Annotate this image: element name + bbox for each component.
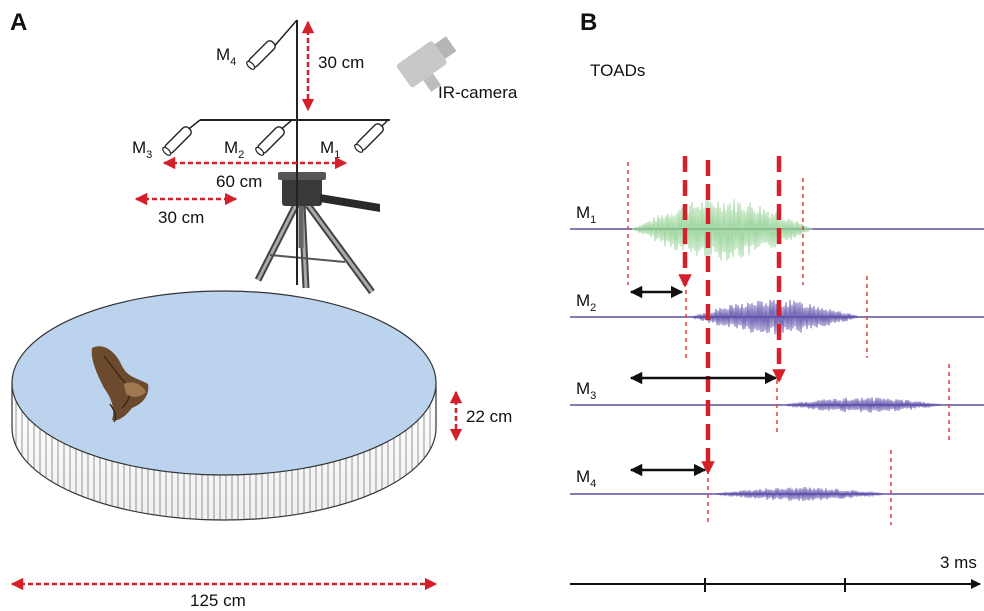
tripod	[254, 172, 380, 295]
waveform-m2	[689, 299, 861, 335]
channel-label-m2: M2	[576, 291, 596, 314]
panel-b-label: B	[580, 9, 597, 36]
channel-label-m3: M3	[576, 379, 596, 402]
microphone-m3-icon	[162, 126, 192, 156]
dim-label-array-width: 60 cm	[216, 172, 262, 191]
dim-label-mic-spacing: 30 cm	[158, 208, 204, 227]
mic-label-m4: M4	[216, 45, 236, 68]
microphone-m1-icon	[354, 123, 384, 153]
panel-b-title: TOADs	[590, 61, 645, 80]
mic-label-m2: M2	[224, 138, 244, 161]
panel-b: B TOADs M1 M2 M3 M4	[570, 9, 984, 592]
mic-label-m1: M1	[320, 138, 340, 161]
channel-label-m1: M1	[576, 203, 596, 226]
waveform-m4	[711, 487, 889, 502]
mic-label-m3: M3	[132, 138, 152, 161]
panel-a: A	[10, 9, 518, 610]
waveform-m3	[781, 397, 945, 413]
microphone-m2-icon	[255, 126, 285, 156]
arena-wall-ribs	[15, 400, 431, 520]
waveform-m1	[631, 198, 813, 261]
microphone-m4-icon	[246, 40, 276, 70]
dim-label-vertical-mic: 30 cm	[318, 53, 364, 72]
channel-label-m4: M4	[576, 467, 596, 490]
dim-label-arena-diameter: 125 cm	[190, 591, 246, 610]
ir-camera-label: IR-camera	[438, 83, 518, 102]
arena-floor	[11, 290, 437, 476]
time-scale-label: 3 ms	[940, 553, 977, 572]
arena	[11, 290, 437, 521]
signal-window-markers	[627, 162, 950, 525]
panel-a-label: A	[10, 9, 27, 36]
bat-illustration	[91, 346, 149, 423]
ir-camera-icon	[396, 36, 457, 92]
dim-label-arena-height: 22 cm	[466, 407, 512, 426]
